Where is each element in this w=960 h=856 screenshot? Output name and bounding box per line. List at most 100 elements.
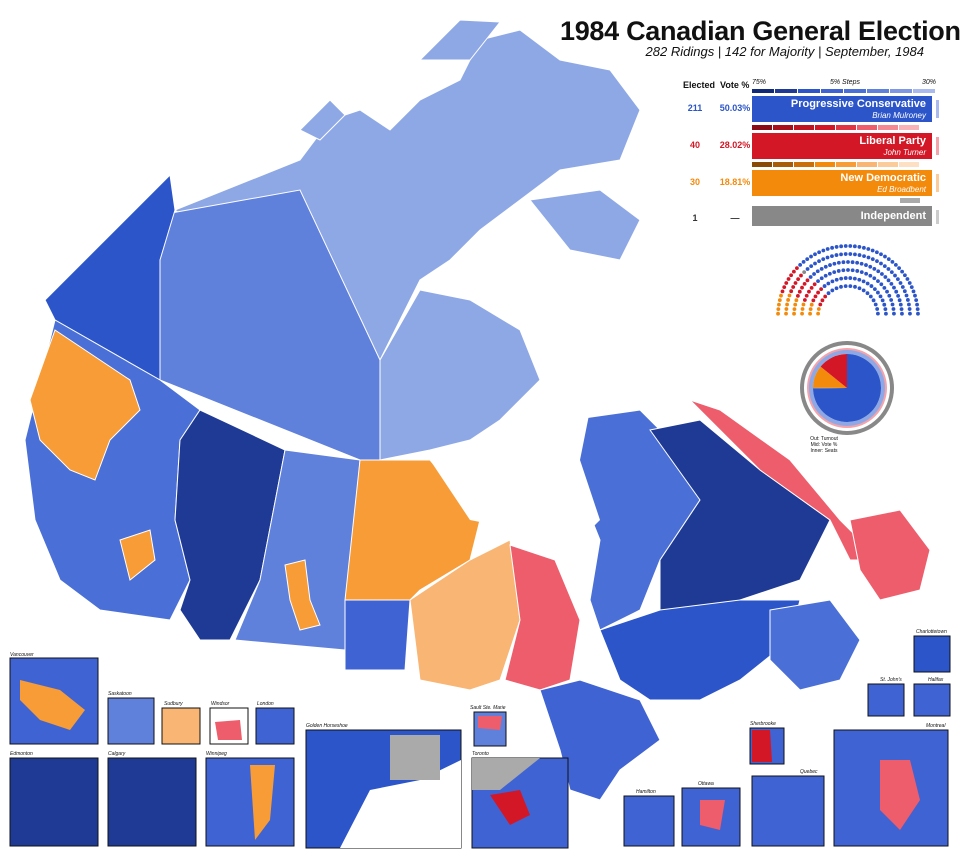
seat-dot: [852, 276, 857, 281]
seat-dot: [852, 244, 857, 249]
seat-dot: [883, 275, 888, 279]
sask-ndp: [284, 559, 321, 631]
pc-vote: 50.03%: [719, 103, 751, 113]
page-subtitle: 282 Ridings | 142 for Majority | Septemb…: [645, 44, 924, 59]
seat-dot: [883, 307, 888, 312]
ontario-liberal: [504, 544, 581, 691]
ontario-south: [539, 679, 661, 801]
seat-dot: [784, 281, 789, 285]
seat-dot: [839, 252, 843, 257]
seat-dot: [784, 307, 789, 311]
seat-dot: [812, 282, 817, 287]
seat-dot: [879, 252, 883, 257]
seat-dot: [872, 276, 877, 281]
seat-dot: [830, 288, 835, 293]
seat-dot: [817, 259, 821, 264]
seat-dot: [882, 264, 887, 269]
hudson-bay: [430, 400, 600, 560]
seat-dot: [839, 244, 844, 249]
seat-dot: [907, 302, 911, 307]
seat-dot: [777, 298, 782, 303]
seat-dot: [808, 311, 812, 316]
bc-ndp-south: [119, 529, 156, 581]
seat-dot: [816, 311, 820, 316]
scale-step-label: 5% Steps: [830, 79, 860, 86]
inset-vancouver-ndp: [20, 680, 85, 730]
ontario-north: [409, 539, 521, 691]
seat-dot: [836, 269, 841, 273]
seat-dot: [889, 281, 894, 286]
seat-dot: [904, 293, 909, 298]
seat-dot: [809, 254, 813, 259]
seat-dot: [817, 250, 822, 255]
seat-dot: [800, 307, 805, 311]
seat-dot: [866, 255, 871, 260]
seat-dot: [819, 266, 824, 271]
label-windsor: Windsor: [211, 701, 230, 707]
seat-dot: [857, 253, 862, 257]
seat-dot: [892, 311, 896, 316]
seat-dot: [791, 269, 796, 274]
lib-scale-steps: [752, 125, 919, 130]
label-toronto: Toronto: [472, 751, 489, 757]
seat-dot: [796, 277, 801, 282]
seat-dot: [880, 298, 885, 303]
seat-dot: [872, 287, 877, 292]
seat-dot: [821, 257, 826, 262]
ind-scale-step: [900, 198, 920, 203]
inset-calgary: [107, 757, 197, 847]
inset-halifax: [913, 683, 951, 717]
seat-dot: [873, 302, 878, 307]
seat-dot: [855, 260, 860, 265]
seat-dot: [777, 302, 781, 307]
seat-dot: [776, 311, 780, 316]
seat-dot: [780, 289, 785, 294]
seat-dot: [815, 269, 820, 274]
seat-dot: [819, 287, 824, 292]
inset-maps: [9, 635, 951, 849]
seat-dot: [898, 281, 903, 285]
seat-dot: [797, 289, 802, 294]
seat-dot: [801, 302, 806, 307]
seat-dot: [809, 302, 814, 307]
seat-dot: [826, 291, 831, 296]
seat-dot: [848, 244, 853, 248]
label-london: London: [257, 701, 274, 707]
scale-high-label: 75%: [752, 79, 767, 86]
seat-dot: [823, 294, 828, 299]
seat-dot: [813, 252, 817, 257]
seat-dot: [868, 273, 873, 278]
seat-dot: [776, 307, 781, 312]
seat-dot: [886, 257, 891, 262]
seat-dot: [789, 273, 794, 278]
seat-dot: [897, 266, 901, 271]
seat-dot: [839, 276, 844, 281]
ind-vote: —: [730, 213, 740, 223]
seat-dot: [875, 307, 880, 311]
seat-dot: [907, 307, 912, 311]
seat-dot: [895, 277, 900, 282]
seat-dot: [909, 285, 914, 290]
seat-dot: [816, 290, 820, 295]
seat-dot: [848, 252, 853, 256]
inset-st-johns: [867, 683, 905, 717]
seat-dot: [792, 307, 797, 312]
pc-name: Progressive Conservative: [790, 98, 926, 110]
seat-dot: [908, 311, 912, 316]
maritimes-region: [769, 599, 861, 691]
seat-dot: [870, 257, 875, 262]
seat-dot: [882, 302, 887, 307]
seat-dot: [836, 260, 841, 265]
pc-scale-steps: [752, 89, 935, 93]
seat-dot: [855, 269, 860, 273]
seat-dot: [859, 270, 864, 275]
seat-dot: [859, 261, 864, 266]
pie-caption: Out: Turnout Mid: Vote % Inner: Seats: [790, 436, 858, 454]
inset-saskatoon: [107, 697, 155, 745]
label-edmonton: Edmonton: [10, 751, 33, 757]
ndp-leader: Ed Broadbent: [877, 185, 926, 194]
inset-london: [255, 707, 295, 745]
pie-slice: [813, 354, 881, 423]
seat-dot: [889, 298, 894, 302]
